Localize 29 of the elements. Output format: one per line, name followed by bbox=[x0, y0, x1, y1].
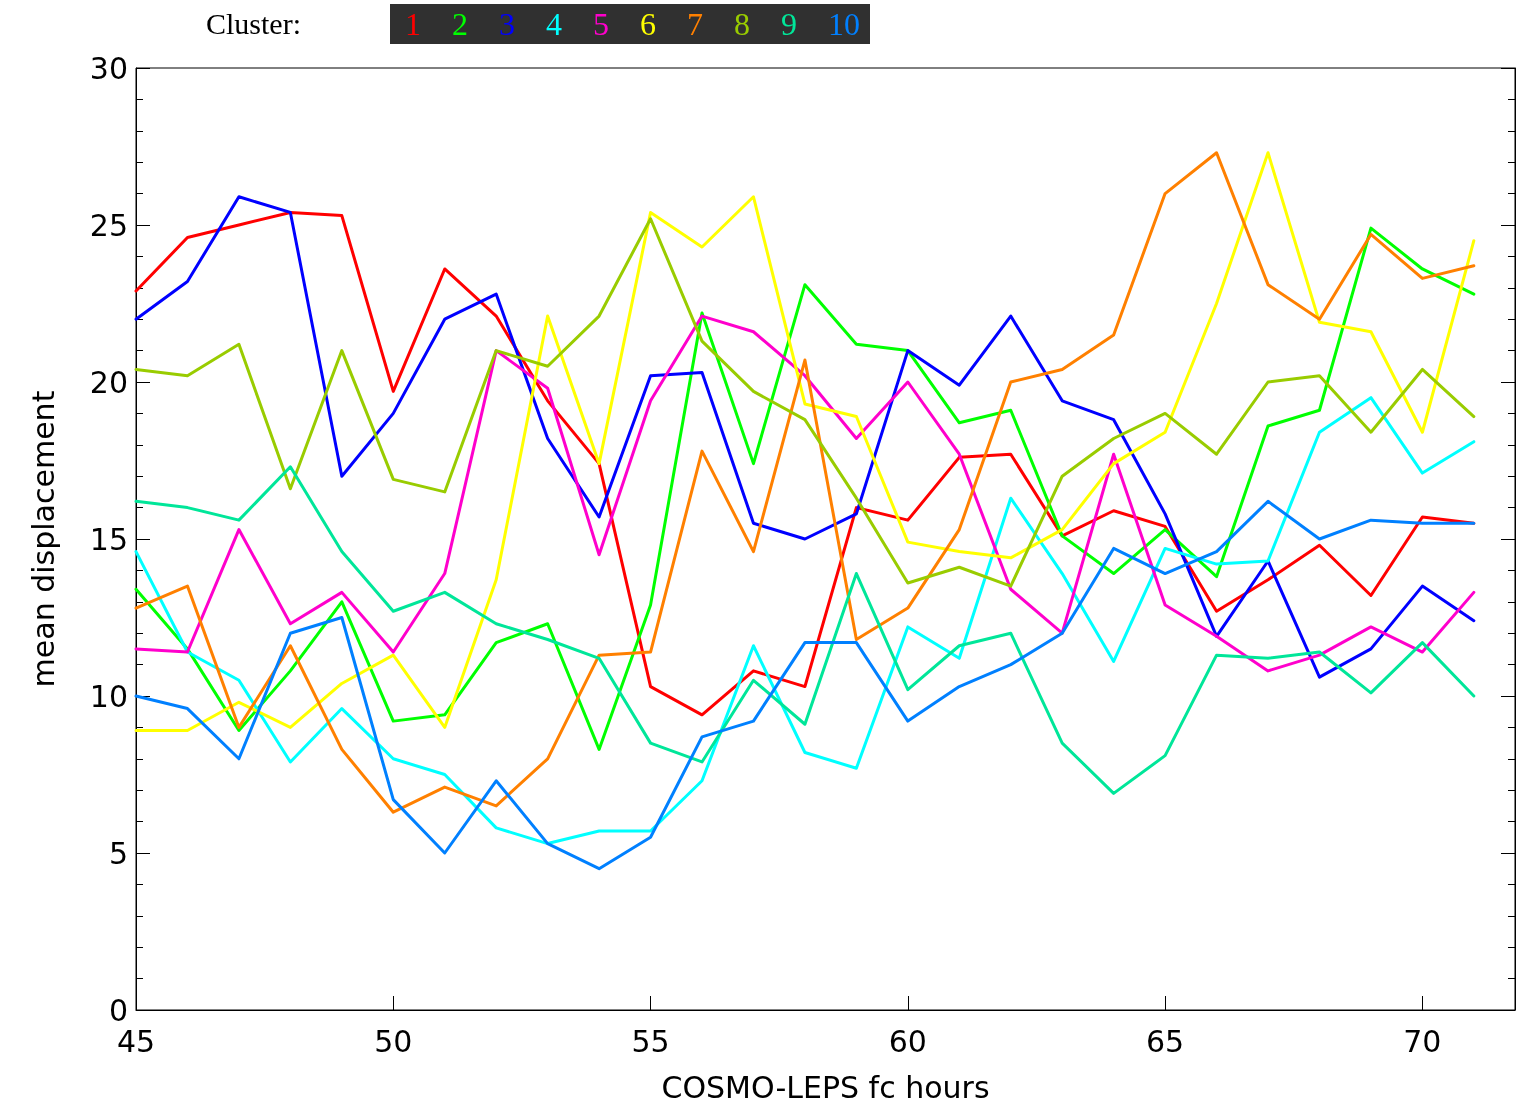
text: 6 bbox=[640, 6, 656, 42]
text: 4 bbox=[546, 6, 562, 42]
text: 8 bbox=[734, 6, 750, 42]
y-tick-label: 20 bbox=[89, 364, 128, 400]
y-tick-label: 25 bbox=[89, 207, 128, 243]
x-tick-label: 55 bbox=[631, 1023, 670, 1059]
text: 1 bbox=[405, 6, 421, 42]
text: 10 bbox=[828, 6, 860, 42]
text: 2 bbox=[452, 6, 468, 42]
legend-title: Cluster: bbox=[206, 6, 301, 40]
line-series bbox=[134, 499, 1476, 871]
y-axis-title: mean displacement bbox=[25, 390, 61, 688]
y-tick-label: 15 bbox=[89, 521, 128, 557]
x-tick-label: 70 bbox=[1403, 1023, 1442, 1059]
y-tick-label: 10 bbox=[89, 678, 128, 714]
y-tick-label: 30 bbox=[89, 50, 128, 86]
line-series bbox=[134, 314, 1476, 673]
line-series bbox=[134, 465, 1476, 795]
text: 9 bbox=[781, 6, 797, 42]
x-tick-label: 60 bbox=[888, 1023, 927, 1059]
x-tick-label: 50 bbox=[374, 1023, 413, 1059]
x-axis-title: COSMO-LEPS fc hours bbox=[661, 1069, 990, 1105]
text: 5 bbox=[593, 6, 609, 42]
text: 7 bbox=[687, 6, 703, 42]
y-tick-label: 5 bbox=[108, 835, 128, 871]
line-series bbox=[134, 396, 1476, 846]
text: 3 bbox=[499, 6, 515, 42]
line-series bbox=[134, 217, 1476, 588]
x-tick-label: 65 bbox=[1146, 1023, 1185, 1059]
